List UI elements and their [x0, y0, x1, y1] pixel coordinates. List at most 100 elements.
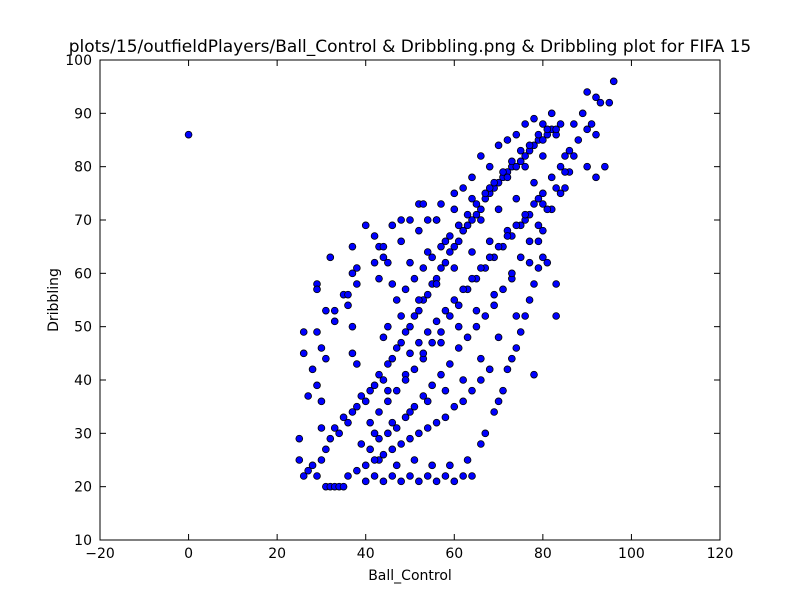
data-point	[423, 424, 432, 432]
data-point	[437, 200, 445, 208]
data-point	[419, 200, 428, 208]
y-tick-label: 100	[65, 53, 92, 69]
data-point	[485, 365, 494, 374]
data-point	[552, 312, 560, 320]
data-point	[428, 461, 436, 470]
data-point	[539, 152, 547, 160]
data-point	[397, 237, 405, 246]
data-point	[388, 418, 397, 427]
data-point	[463, 456, 472, 464]
data-point	[299, 349, 308, 358]
data-point	[388, 445, 397, 454]
data-point	[339, 482, 348, 491]
data-point	[415, 306, 423, 315]
data-point	[379, 376, 388, 384]
data-point	[330, 306, 339, 315]
data-point	[370, 232, 379, 240]
data-point	[477, 152, 485, 160]
data-point	[397, 216, 405, 224]
data-point	[406, 258, 414, 267]
data-point	[344, 418, 352, 427]
data-point	[583, 88, 591, 96]
data-point	[552, 280, 560, 288]
data-point	[512, 130, 521, 139]
data-point	[477, 440, 485, 448]
data-point	[353, 360, 361, 368]
data-point	[313, 472, 321, 480]
data-point	[485, 184, 494, 192]
data-point	[375, 370, 383, 379]
data-point	[565, 146, 574, 155]
data-point	[472, 322, 481, 331]
y-tick-label: 40	[74, 373, 92, 389]
data-point	[344, 301, 352, 310]
data-point	[508, 354, 516, 363]
data-point	[454, 221, 463, 230]
data-point	[477, 264, 485, 272]
data-point	[468, 472, 476, 480]
data-point	[530, 370, 538, 379]
data-point	[410, 312, 419, 320]
data-point	[481, 189, 490, 198]
data-point	[601, 162, 609, 171]
data-point	[423, 216, 432, 224]
data-point	[450, 296, 459, 304]
data-point	[410, 402, 419, 411]
data-point	[450, 205, 459, 214]
data-point	[468, 173, 476, 182]
data-point	[361, 221, 370, 230]
data-point	[295, 456, 304, 464]
y-tick-label: 60	[74, 266, 92, 282]
data-point	[446, 312, 454, 320]
data-point	[392, 386, 401, 395]
data-point	[357, 392, 366, 400]
data-point	[530, 280, 538, 288]
x-axis-label: Ball_Control	[368, 568, 452, 584]
data-point	[609, 77, 618, 86]
y-tick-label: 30	[74, 426, 92, 442]
data-point	[459, 397, 467, 406]
data-point	[308, 461, 317, 470]
data-point	[503, 173, 512, 182]
data-point	[401, 285, 410, 294]
data-point	[335, 429, 343, 438]
data-point	[574, 136, 583, 144]
data-point	[468, 216, 476, 224]
data-point	[379, 253, 388, 262]
data-point	[530, 200, 538, 208]
data-point	[485, 253, 494, 262]
data-point	[353, 280, 361, 288]
y-axis-label: Dribbling	[46, 268, 62, 332]
data-point	[432, 418, 441, 427]
data-point	[313, 328, 321, 336]
data-point	[446, 232, 454, 240]
data-point	[397, 338, 405, 347]
data-point	[313, 381, 321, 390]
data-point	[361, 477, 370, 486]
data-point	[348, 269, 357, 278]
data-point	[437, 328, 445, 336]
data-point	[446, 360, 454, 368]
data-point	[423, 290, 432, 299]
data-point	[512, 194, 521, 203]
data-point	[583, 162, 591, 171]
data-point	[348, 322, 357, 331]
data-point	[539, 226, 547, 235]
data-point	[401, 413, 410, 422]
data-point	[410, 456, 419, 464]
x-tick-label: 120	[707, 546, 734, 562]
data-point	[361, 461, 370, 470]
data-point	[313, 285, 321, 294]
data-point	[348, 242, 357, 251]
data-point	[419, 264, 428, 272]
data-point	[477, 205, 485, 214]
data-point	[441, 258, 450, 267]
data-point	[450, 477, 459, 486]
data-point	[508, 157, 516, 166]
data-point	[534, 264, 543, 272]
data-point	[450, 189, 459, 198]
data-point	[299, 472, 308, 480]
data-point	[339, 413, 348, 422]
